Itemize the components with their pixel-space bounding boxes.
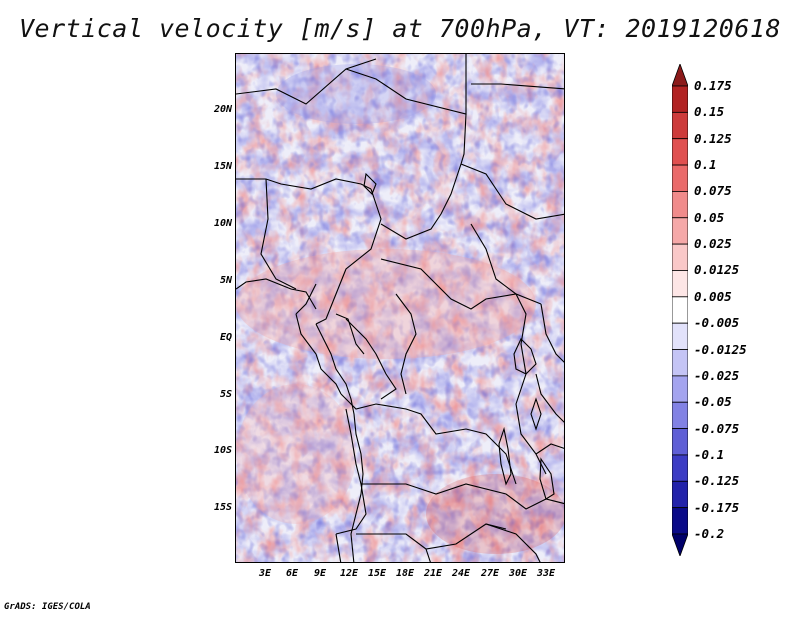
colorbar-swatch	[672, 243, 688, 271]
colorbar-swatch	[672, 111, 688, 140]
lat-label: 15S	[213, 502, 232, 513]
lat-label: 5N	[219, 275, 232, 286]
colorbar-swatch	[672, 217, 688, 245]
vertical-velocity-field	[236, 54, 564, 562]
colorbar-label: 0.0125	[694, 262, 740, 278]
colorbar-swatch	[672, 454, 688, 482]
colorbar-swatch	[672, 322, 688, 350]
colorbar-swatch	[672, 375, 688, 403]
colorbar-label: -0.0125	[694, 341, 747, 357]
colorbar-swatch	[672, 296, 688, 324]
lat-label: 5S	[219, 389, 232, 400]
lon-label: 3E	[258, 568, 272, 579]
lon-label: 21E	[423, 568, 443, 579]
lat-label: 20N	[213, 104, 232, 115]
lat-label: 10S	[213, 445, 232, 456]
lon-label: 9E	[313, 568, 327, 579]
colorbar-swatch	[672, 480, 688, 509]
map-panel	[235, 53, 565, 563]
chart-title: Vertical velocity [m/s] at 700hPa, VT: 2…	[18, 14, 781, 43]
lat-label: EQ	[219, 332, 232, 343]
colorbar-label: -0.025	[694, 367, 740, 383]
colorbar-label: 0.15	[694, 104, 725, 120]
colorbar-label: 0.125	[694, 130, 732, 146]
colorbar-swatch	[672, 428, 688, 456]
colorbar-bottom-arrow	[672, 533, 688, 556]
colorbar-label: -0.075	[694, 420, 740, 436]
colorbar-swatch	[672, 191, 688, 219]
colorbar-label: -0.175	[694, 499, 740, 515]
footer-credit: GrADS: IGES/COLA	[4, 602, 91, 612]
colorbar-label: 0.025	[694, 236, 732, 252]
colorbar-swatch	[672, 349, 688, 377]
colorbar-label: -0.005	[694, 315, 740, 331]
lon-label: 24E	[451, 568, 471, 579]
colorbar-swatch	[672, 164, 688, 192]
lon-label: 12E	[339, 568, 359, 579]
colorbar-label: 0.005	[694, 288, 732, 304]
colorbar-label: -0.1	[694, 446, 725, 462]
lon-label: 15E	[367, 568, 387, 579]
colorbar-label: -0.2	[694, 526, 725, 541]
lon-label: 33E	[536, 568, 556, 579]
colorbar-label: 0.075	[694, 183, 732, 199]
colorbar-label: 0.1	[694, 157, 717, 173]
lon-label: 18E	[395, 568, 415, 579]
colorbar-label: 0.175	[694, 78, 732, 93]
colorbar-swatch	[672, 507, 688, 535]
colorbar	[672, 64, 688, 556]
lon-label: 27E	[480, 568, 500, 579]
lon-label: 30E	[508, 568, 528, 579]
lat-label: 10N	[213, 218, 232, 229]
colorbar-swatch	[672, 270, 688, 298]
lon-label: 6E	[285, 568, 299, 579]
colorbar-top-arrow	[672, 64, 688, 87]
colorbar-label: 0.05	[694, 209, 725, 225]
lat-label: 15N	[213, 161, 232, 172]
colorbar-swatch	[672, 138, 688, 166]
colorbar-label: -0.125	[694, 473, 740, 489]
country-borders	[236, 54, 564, 562]
colorbar-swatch	[672, 85, 688, 113]
colorbar-label: -0.05	[694, 394, 732, 410]
colorbar-swatch	[672, 401, 688, 429]
